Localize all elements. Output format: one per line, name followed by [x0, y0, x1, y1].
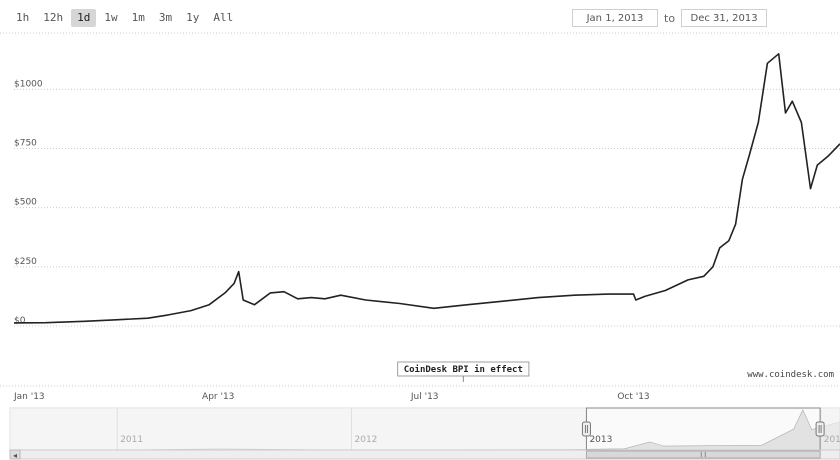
- range-button-1y[interactable]: 1y: [186, 11, 200, 24]
- y-tick-label: $500: [14, 198, 37, 208]
- x-tick-label: Apr '13: [202, 392, 234, 402]
- x-tick-label: Oct '13: [617, 392, 649, 402]
- annotation-label: CoinDesk BPI in effect: [404, 364, 523, 375]
- date-to-input[interactable]: [681, 9, 768, 27]
- date-from-input[interactable]: [572, 9, 658, 27]
- scroll-left-button[interactable]: [9, 449, 21, 460]
- navigator-scrollbar-thumb[interactable]: [585, 450, 821, 459]
- price-line: [13, 52, 840, 324]
- navigator-handle-left[interactable]: [581, 421, 591, 437]
- y-tick-label: $750: [14, 139, 37, 149]
- navigator-year-label: 2013: [589, 435, 612, 445]
- range-selector: 1h 12h 1d 1w 1m 3m 1y All: [10, 9, 239, 27]
- x-tick-label: Jan '13: [13, 392, 45, 402]
- range-button-1h[interactable]: 1h: [16, 11, 30, 24]
- range-button-1d[interactable]: 1d: [71, 9, 97, 27]
- navigator-mask-left: [10, 408, 587, 450]
- date-range-separator: to: [664, 11, 676, 25]
- range-button-all[interactable]: All: [213, 11, 234, 24]
- date-range: to: [572, 9, 768, 27]
- range-button-12h[interactable]: 12h: [43, 11, 64, 24]
- y-tick-label: $250: [14, 257, 37, 267]
- navigator-handle-right[interactable]: [815, 421, 825, 437]
- y-tick-label: $1000: [14, 79, 43, 89]
- range-button-1w[interactable]: 1w: [104, 11, 118, 24]
- range-button-3m[interactable]: 3m: [158, 11, 173, 24]
- y-tick-label: $0: [14, 316, 26, 326]
- navigator-mask-right: [820, 408, 840, 450]
- chevron-left-icon: ◂: [13, 451, 17, 460]
- range-button-1m[interactable]: 1m: [131, 11, 145, 24]
- x-tick-label: Jul '13: [410, 392, 439, 402]
- watermark: www.coindesk.com: [747, 370, 834, 380]
